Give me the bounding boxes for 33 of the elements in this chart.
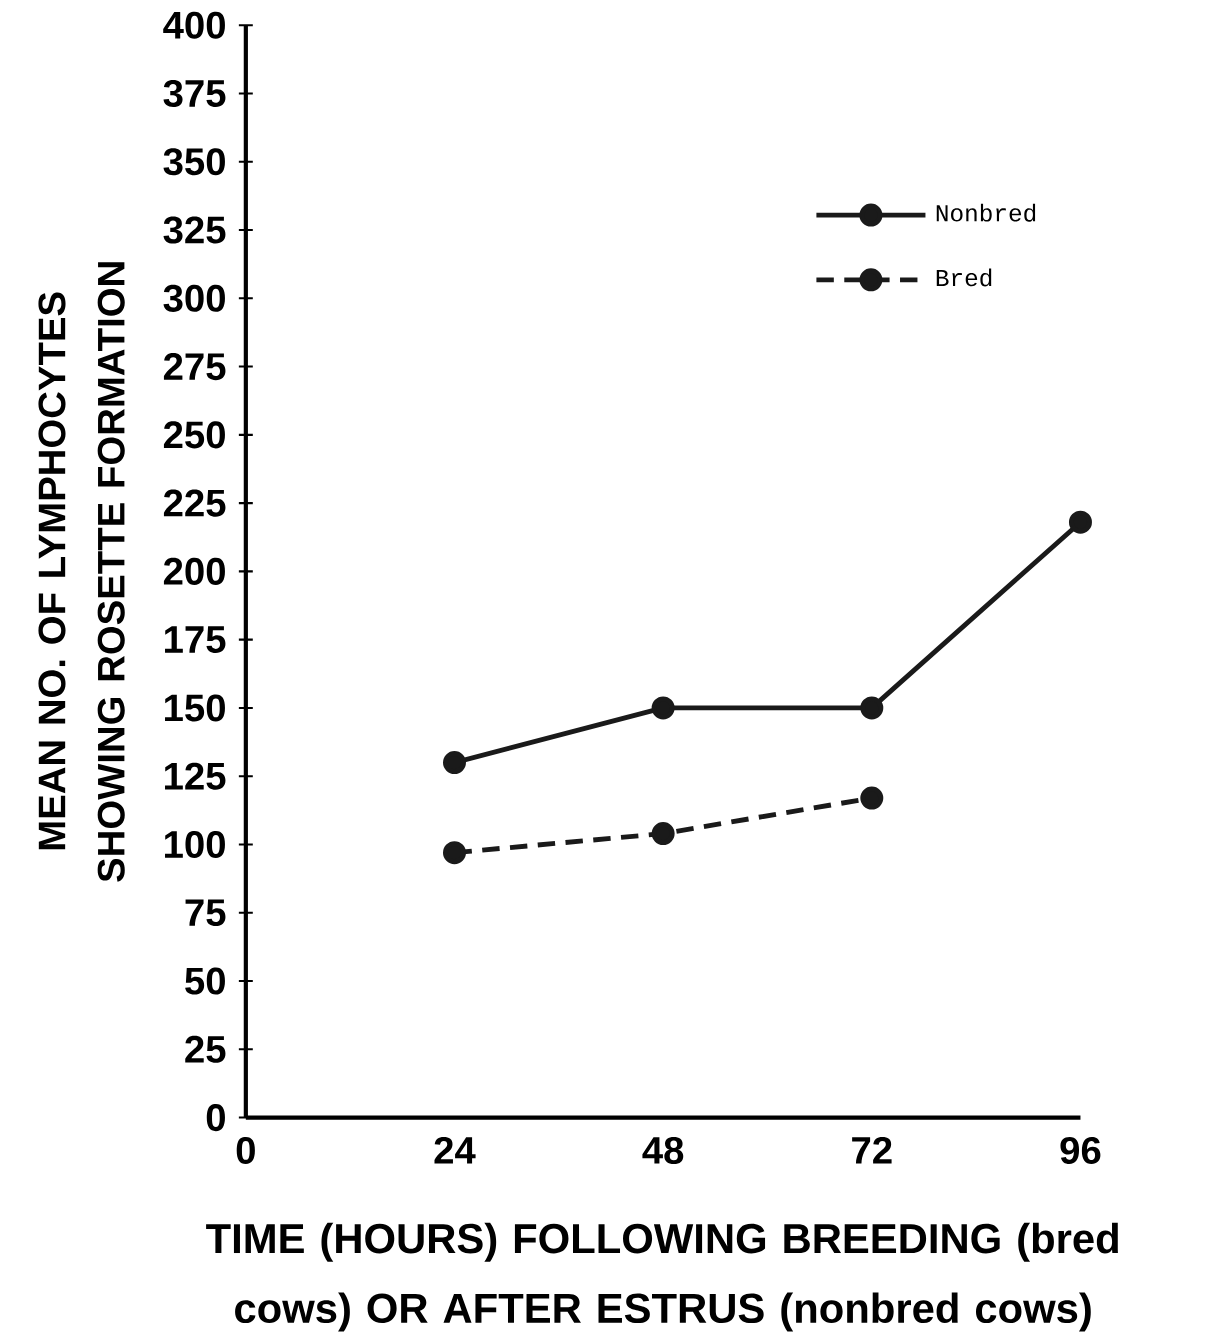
x-tick-label: 24 — [434, 1136, 476, 1164]
y-tick-label: 250 — [163, 421, 226, 449]
y-tick-label: 25 — [185, 1035, 226, 1063]
point — [1069, 510, 1093, 534]
point — [860, 696, 884, 720]
y-tick-label: 150 — [165, 694, 226, 722]
y-tick-label: 400 — [163, 11, 226, 39]
x-axis-title: TIME (HOURS) FOLLOWING BREEDING (bred cows) OR AFTER ESTRUS (nonbred cows) — [206, 1222, 1118, 1332]
y-tick-label: 300 — [163, 284, 226, 312]
y-tick-label: 350 — [163, 148, 226, 176]
y-axis-title: MEAN NO. OF LYMPHOCYTES SHOWING ROSETTE FORMATION — [38, 262, 125, 882]
x-tick-label: 0 — [236, 1136, 255, 1164]
point — [651, 822, 675, 846]
y-tick-label: 200 — [163, 557, 226, 585]
y-tick-label: 0 — [206, 1104, 226, 1132]
point — [860, 786, 884, 810]
legend-label: Nonbred — [936, 203, 1036, 222]
y-tick-label: 275 — [163, 353, 226, 381]
y-tick-label: 375 — [163, 79, 226, 108]
y-tick-label: 125 — [165, 762, 226, 790]
y-tick-label: 175 — [165, 626, 226, 654]
x-tick-label: 96 — [1060, 1136, 1101, 1164]
x-tick-label: 48 — [642, 1136, 684, 1164]
point — [443, 841, 467, 865]
y-tick-label: 75 — [185, 899, 226, 927]
x-tick-label: 72 — [852, 1136, 892, 1164]
y-tick-label: 50 — [185, 967, 226, 995]
y-tick-label: 225 — [163, 489, 226, 517]
point — [443, 751, 467, 775]
y-tick-label: 100 — [165, 830, 226, 859]
point — [651, 696, 675, 720]
y-tick-label: 325 — [163, 216, 226, 244]
legend-label: Bred — [936, 268, 992, 287]
